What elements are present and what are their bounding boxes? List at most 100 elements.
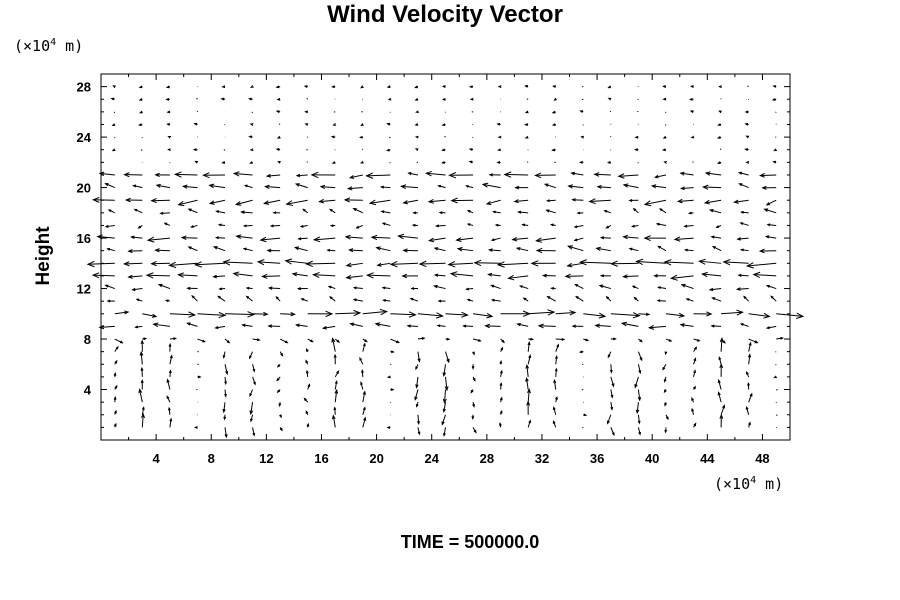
vector-arrow-head [139,350,144,356]
vector-arrow-head [735,287,741,291]
vector-arrow-head [222,355,226,359]
vector-arrow-head [417,358,421,363]
vector-arrow-head [355,225,360,229]
y-tick-label: 8 [84,332,91,347]
vector-arrow-head [665,416,669,421]
vector-arrow-head [501,339,505,344]
y-tick-label: 20 [77,181,91,196]
vector-arrow-head [485,200,492,205]
vector-arrow-head [473,429,477,434]
x-tick-label: 12 [259,451,273,466]
vector-arrow-shaft [296,324,308,327]
vector-arrow-head [745,160,750,164]
vector-arrow-head [657,286,661,290]
vector-arrow-shaft [133,185,143,189]
vector-arrow-head [167,135,172,139]
vector-arrow-shaft [766,285,777,290]
vector-arrow-head [545,209,550,213]
vector-arrow-head [745,262,754,269]
vector-arrow-head [494,223,499,227]
vector-arrow-head [747,381,750,386]
vector-arrow-head [247,311,256,318]
vector-arrow-head [302,208,306,212]
vector-arrow-shaft [369,199,391,204]
vector-arrow-head [710,324,715,328]
vector-arrow-head [250,418,253,423]
vector-arrow-head [343,197,351,203]
vector-arrow-head [643,235,651,242]
vector-arrow-head [525,363,530,369]
vector-arrow-head [389,260,398,268]
vector-arrow-shaft [658,286,667,290]
vector-arrow-head [168,369,172,374]
vector-arrow-head [106,299,111,303]
vector-arrow-head [655,222,660,226]
vector-arrow-shaft [636,260,667,264]
vector-arrow-shaft [520,285,529,290]
vector-arrow-head [208,200,215,205]
vector-arrow-head [687,211,692,215]
vector-arrow-head [632,207,637,212]
vector-arrow-shaft [705,172,722,176]
vector-arrow-shaft [527,355,531,365]
vector-arrow-head [688,97,693,101]
vector-arrow-head [537,323,544,329]
vector-arrow-head [331,85,335,89]
vector-arrow-shaft [377,262,391,266]
vector-arrow-shaft [134,208,143,214]
vector-arrow-head [513,199,519,204]
vector-arrow-shaft [738,274,749,277]
vector-arrow-shaft [306,97,309,100]
vector-arrow-shaft [398,235,418,239]
vector-arrow-shaft [767,224,777,226]
vector-arrow-shaft [657,299,667,302]
y-tick-label: 28 [77,80,91,95]
vector-arrow-head [737,273,742,277]
vector-arrow-head [296,287,302,291]
vector-arrow-shaft [595,324,611,327]
vector-arrow-head [224,393,227,398]
vector-arrow-head [284,258,293,265]
vector-arrow-head [307,383,311,387]
vector-arrow-head [352,298,357,302]
vector-arrow-head [556,343,560,348]
vector-arrow-shaft [350,174,363,179]
vector-arrow-head [593,172,600,177]
vector-arrow-head [167,148,171,152]
vector-arrow-head [294,246,300,251]
plot-frame [100,73,791,441]
vector-arrow-head [249,355,252,360]
vector-arrow-shaft [346,262,363,267]
vector-arrow-head [691,407,694,412]
vector-arrow-shaft [574,224,584,228]
x-tick-label: 36 [590,451,604,466]
vector-arrow-shaft [416,376,419,388]
vector-arrow-shaft [195,262,226,266]
vector-arrow-shaft [575,284,584,289]
vector-arrow-head [348,175,355,179]
vector-arrow-head [717,123,721,127]
vector-arrow-head [469,97,474,101]
vector-arrow-head [663,379,667,383]
vector-arrow-head [552,420,556,424]
vector-arrow-head [192,148,197,152]
vector-arrow-shaft [508,275,529,279]
vector-arrow-head [549,223,554,227]
vector-arrow-head [336,370,340,374]
vector-arrow-shaft [636,402,639,413]
vector-arrow-shaft [681,284,694,290]
vector-arrow-head [259,236,267,243]
vector-arrow-shaft [105,284,115,290]
vector-arrow-head [606,160,611,164]
vector-arrow-head [481,182,489,188]
vector-arrow-head [305,348,309,352]
vector-arrow-head [363,416,367,421]
vector-arrow-head [611,383,615,388]
vector-arrow-head [710,235,715,239]
vector-arrow-shaft [720,405,725,415]
vector-arrow-head [719,363,724,369]
vector-arrow-shaft [280,313,295,315]
vector-arrow-shaft [568,185,584,189]
vector-arrow-shaft [555,311,576,315]
vector-arrow-shaft [567,262,584,267]
